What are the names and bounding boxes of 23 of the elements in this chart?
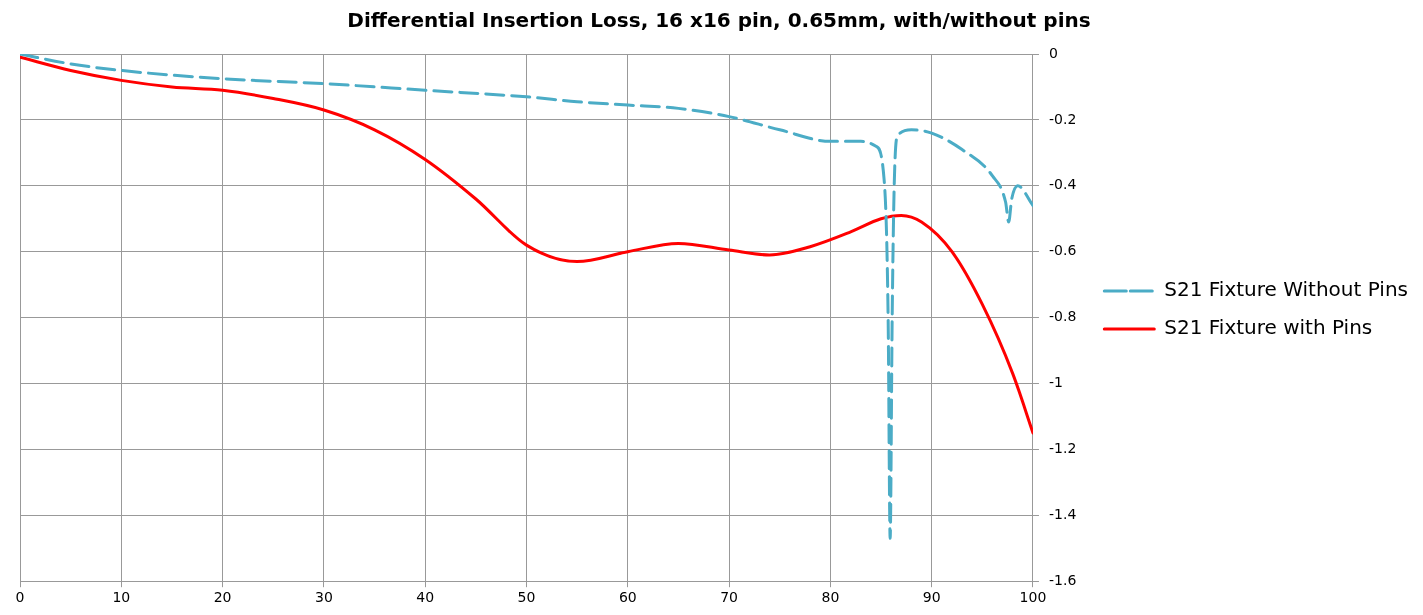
y-tick-label: -0.4 [1048, 176, 1077, 193]
y-tick-label: -1.2 [1048, 440, 1077, 457]
y-tick-label: -1.6 [1048, 571, 1077, 588]
y-tick-label: 0 [1048, 44, 1058, 61]
legend-label: S21 Fixture with Pins [1164, 315, 1373, 340]
y-tick-label: -0.8 [1048, 308, 1077, 325]
x-tick-label: 20 [213, 589, 232, 606]
x-tick-label: 90 [922, 589, 941, 606]
y-tick-label: -0.6 [1048, 242, 1077, 259]
y-tick-label: -1.4 [1048, 505, 1077, 522]
x-tick-label: 100 [1019, 589, 1047, 606]
y-tick-label: -0.2 [1048, 110, 1077, 127]
x-tick-label: 60 [618, 589, 637, 606]
x-tick-label: 80 [821, 589, 840, 606]
chart-title: Differential Insertion Loss, 16 x16 pin, 0.65mm, with/without pins [347, 8, 1091, 33]
x-tick-label: 0 [15, 589, 25, 606]
y-tick-label: -1 [1048, 374, 1063, 391]
x-tick-label: 50 [517, 589, 536, 606]
legend-label: S21 Fixture Without Pins [1164, 277, 1408, 302]
x-tick-label: 70 [720, 589, 738, 606]
x-tick-label: 30 [314, 589, 333, 606]
x-tick-label: 10 [112, 589, 131, 606]
x-tick-label: 40 [416, 589, 435, 606]
